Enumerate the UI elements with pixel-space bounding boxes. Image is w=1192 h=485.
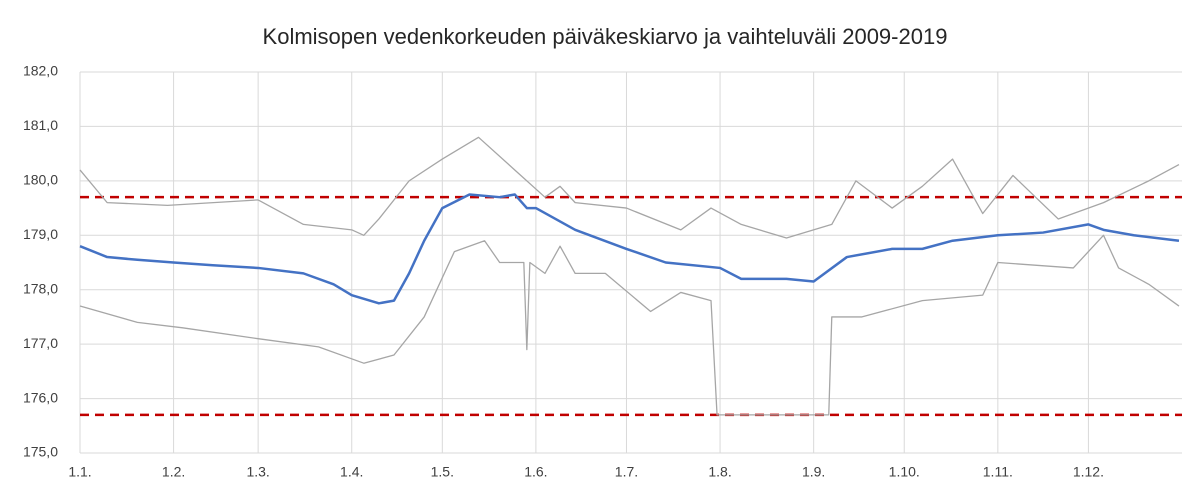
y-tick-label: 179,0 [23,226,58,242]
series-line [79,136,1180,239]
x-tick-label: 1.11. [983,464,1013,480]
x-tick-label: 1.12. [1073,464,1104,480]
x-tick-label: 1.7. [615,464,638,480]
x-tick-label: 1.5. [431,464,454,480]
y-tick-label: 177,0 [23,335,58,351]
chart-title: Kolmisopen vedenkorkeuden päiväkeskiarvo… [263,24,948,49]
x-tick-label: 1.2. [162,464,185,480]
x-tick-label: 1.1. [68,464,91,480]
y-tick-label: 175,0 [23,444,58,460]
y-tick-label: 181,0 [23,117,58,133]
x-tick-label: 1.4. [340,464,363,480]
series-line [79,193,1180,305]
y-tick-label: 182,0 [23,63,58,79]
x-tick-label: 1.9. [802,464,825,480]
y-tick-label: 178,0 [23,280,58,296]
x-tick-label: 1.6. [524,464,547,480]
x-tick-label: 1.3. [246,464,269,480]
series-line [79,234,1180,416]
x-tick-label: 1.10. [889,464,920,480]
x-tick-label: 1.8. [708,464,731,480]
y-tick-label: 180,0 [23,172,58,188]
y-tick-label: 176,0 [23,389,58,405]
